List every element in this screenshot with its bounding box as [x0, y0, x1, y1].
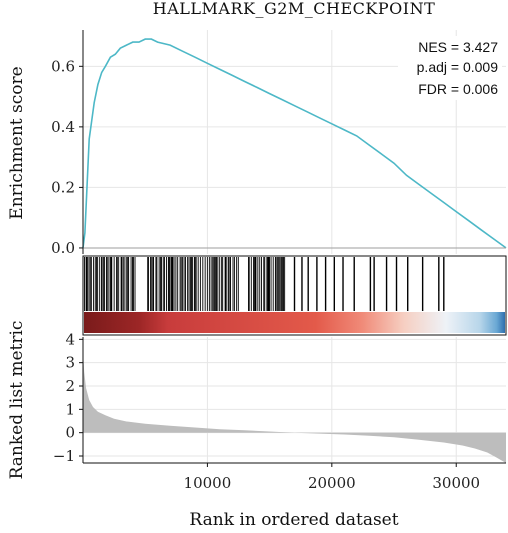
stats-box: [398, 36, 502, 100]
ranked-y-tick-label: 3: [65, 354, 75, 372]
ranked-y-tick-label: 1: [65, 400, 75, 418]
enrichment-y-axis: 0.0 0.2 0.4 0.6: [51, 57, 83, 257]
x-tick-label: 10000: [184, 474, 232, 492]
ranked-plot-background: [83, 337, 506, 463]
ranked-y-tick-label: 2: [65, 377, 75, 395]
rank-color-bar: [84, 312, 505, 333]
ranked-y-tick-label: 0: [65, 424, 75, 442]
ranked-y-label: Ranked list metric: [7, 321, 27, 480]
x-tick-label: 20000: [308, 474, 356, 492]
padj-label: p.adj = 0.009: [417, 59, 499, 75]
ranked-y-tick-label: 4: [65, 330, 75, 348]
enrichment-y-tick-label: 0.6: [51, 57, 75, 75]
gene-hit-ticks: [82, 257, 445, 311]
x-tick-label: 30000: [432, 474, 480, 492]
ranked-y-tick-label: −1: [53, 447, 75, 465]
x-axis-label: Rank in ordered dataset: [189, 510, 398, 530]
enrichment-y-tick-label: 0.2: [51, 178, 75, 196]
ranked-y-axis: −1 0 1 2 3 4: [53, 330, 83, 465]
chart-title: HALLMARK_G2M_CHECKPOINT: [153, 0, 435, 18]
gene-hits-panel: [82, 255, 507, 336]
fdr-label: FDR = 0.006: [418, 81, 498, 97]
ranked-metric-panel: −1 0 1 2 3 4 10000 20000 30000 Ranked list metr…: [7, 321, 506, 530]
x-axis: 10000 20000 30000: [184, 463, 480, 492]
enrichment-y-tick-label: 0.0: [51, 239, 75, 257]
enrichment-y-label: Enrichment score: [7, 66, 27, 219]
enrichment-y-tick-label: 0.4: [51, 118, 75, 136]
enrichment-score-panel: 0.0 0.2 0.4 0.6 Enrichment score NES = 3.42…: [7, 30, 507, 257]
ranked-metric-area: [83, 351, 506, 463]
nes-label: NES = 3.427: [418, 39, 498, 55]
running-score-line: [82, 38, 507, 249]
